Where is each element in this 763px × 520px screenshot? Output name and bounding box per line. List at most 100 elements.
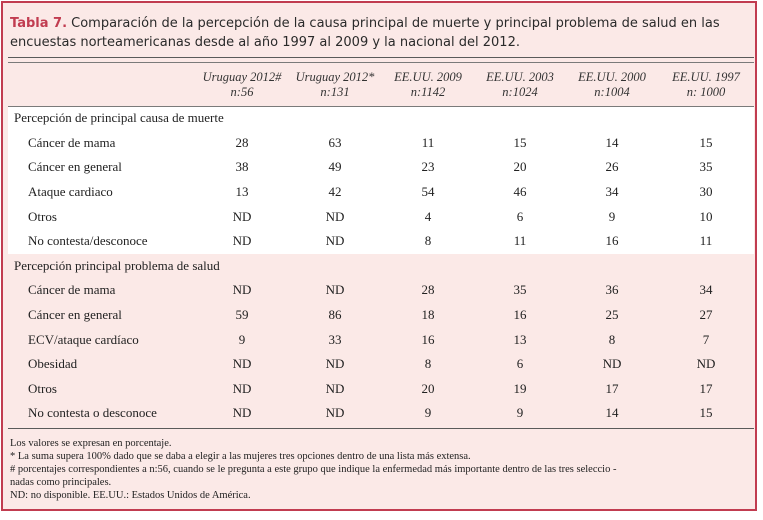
table-cell: 28 (196, 130, 288, 156)
table-notes: Los valores se expresan en porcentaje. * … (10, 437, 750, 502)
table-cell: ND (196, 376, 288, 402)
column-name: EE.UU. 1997 (672, 69, 740, 84)
row-label: ECV/ataque cardíaco (8, 327, 196, 352)
column-sample-size: n:131 (320, 84, 350, 99)
table-row: Cáncer en general 59 86 18 16 25 27 (8, 302, 754, 328)
top-rule (8, 57, 754, 58)
table-number: Tabla 7. (10, 16, 68, 31)
row-label: Cáncer de mama (8, 130, 196, 156)
comparison-table: Uruguay 2012# n:56 Uruguay 2012* n:131 EE.UU… (8, 63, 754, 426)
table-cell: 14 (566, 130, 658, 156)
table-cell: 34 (658, 278, 754, 303)
table-cell: 46 (474, 179, 566, 205)
column-name: EE.UU. 2003 (486, 69, 554, 84)
table-cell: 19 (474, 376, 566, 402)
table-cell: ND (288, 204, 382, 229)
table-cell: 54 (382, 179, 474, 205)
table-cell: 7 (658, 327, 754, 352)
column-header: Uruguay 2012# n:56 (196, 63, 288, 106)
table-cell: 33 (288, 327, 382, 352)
table-cell: 16 (566, 228, 658, 254)
table-cell: 17 (566, 376, 658, 402)
note-line: nadas como principales. (10, 477, 112, 488)
table-cell: 15 (658, 401, 754, 426)
column-name: Uruguay 2012# (202, 69, 282, 84)
column-sample-size: n:1142 (410, 84, 446, 99)
column-name: EE.UU. 2000 (578, 69, 646, 84)
table-row: Obesidad ND ND 8 6 ND ND (8, 351, 754, 377)
table-cell: ND (658, 351, 754, 377)
table-cell: 6 (474, 204, 566, 229)
table-cell: 34 (566, 179, 658, 205)
table-cell: 6 (474, 351, 566, 377)
row-label: Cáncer de mama (8, 278, 196, 303)
table-cell: 20 (382, 376, 474, 402)
table-row: No contesta o desconoce ND ND 9 9 14 15 (8, 401, 754, 426)
table-row: Otros ND ND 4 6 9 10 (8, 204, 754, 229)
table-cell: 15 (474, 130, 566, 156)
column-header: EE.UU. 2003 n:1024 (474, 63, 566, 106)
column-header: EE.UU. 2000 n:1004 (566, 63, 658, 106)
row-label: Obesidad (8, 351, 196, 377)
table-cell: 28 (382, 278, 474, 303)
table-cell: 63 (288, 130, 382, 156)
table-cell: 25 (566, 302, 658, 328)
header-bottom-rule (8, 106, 754, 107)
table-cell: 15 (658, 130, 754, 156)
table-cell: ND (288, 351, 382, 377)
table-cell: 11 (474, 228, 566, 254)
table-cell: 35 (474, 278, 566, 303)
caption-text: Comparación de la percepción de la causa… (10, 16, 720, 50)
table-caption: Tabla 7. Comparación de la percepción de… (10, 14, 750, 52)
column-name: Uruguay 2012* (295, 69, 375, 84)
note-line: # porcentajes correspondientes a n:56, c… (10, 464, 617, 475)
table-row: Cáncer de mama 28 63 11 15 14 15 (8, 130, 754, 156)
table-cell: 30 (658, 179, 754, 205)
table-cell: 8 (382, 228, 474, 254)
row-label: Cáncer en general (8, 302, 196, 328)
table-row: No contesta/desconoce ND ND 8 11 16 11 (8, 228, 754, 254)
table-cell: 59 (196, 302, 288, 328)
table-cell: ND (288, 376, 382, 402)
section-title: Percepción de principal causa de muerte (8, 106, 754, 131)
table-row: Cáncer de mama ND ND 28 35 36 34 (8, 278, 754, 303)
section-row: Percepción principal problema de salud (8, 253, 754, 279)
table-cell: ND (196, 204, 288, 229)
column-sample-size: n:1024 (502, 84, 538, 99)
row-label: No contesta/desconoce (8, 228, 196, 254)
table-cell: 8 (382, 351, 474, 377)
table-cell: 16 (474, 302, 566, 328)
table-cell: ND (566, 351, 658, 377)
table-cell: 9 (382, 401, 474, 426)
table-cell: ND (288, 228, 382, 254)
column-sample-size: n:56 (230, 84, 254, 99)
table-cell: 11 (658, 228, 754, 254)
table-cell: 36 (566, 278, 658, 303)
row-label: Otros (8, 376, 196, 402)
table-cell: 27 (658, 302, 754, 328)
table-cell: 23 (382, 155, 474, 180)
table-cell: 10 (658, 204, 754, 229)
table-bottom-rule (8, 428, 754, 429)
table-row: Ataque cardiaco 13 42 54 46 34 30 (8, 179, 754, 205)
table-cell: ND (196, 401, 288, 426)
table-cell: 9 (196, 327, 288, 352)
table-cell: 13 (474, 327, 566, 352)
table-cell: 13 (196, 179, 288, 205)
column-header: EE.UU. 1997 n: 1000 (658, 63, 754, 106)
section-row: Percepción de principal causa de muerte (8, 106, 754, 131)
table-cell: 11 (382, 130, 474, 156)
section-title: Percepción principal problema de salud (8, 253, 754, 279)
table-cell: 4 (382, 204, 474, 229)
row-label: No contesta o desconoce (8, 401, 196, 426)
column-header: Uruguay 2012* n:131 (288, 63, 382, 106)
table-row: ECV/ataque cardíaco 9 33 16 13 8 7 (8, 327, 754, 352)
table-cell: 86 (288, 302, 382, 328)
table-cell: 9 (566, 204, 658, 229)
table-cell: 26 (566, 155, 658, 180)
table-row: Otros ND ND 20 19 17 17 (8, 376, 754, 402)
table-cell: 16 (382, 327, 474, 352)
table-cell: 20 (474, 155, 566, 180)
row-label: Cáncer en general (8, 155, 196, 180)
column-sample-size: n: 1000 (686, 84, 726, 99)
